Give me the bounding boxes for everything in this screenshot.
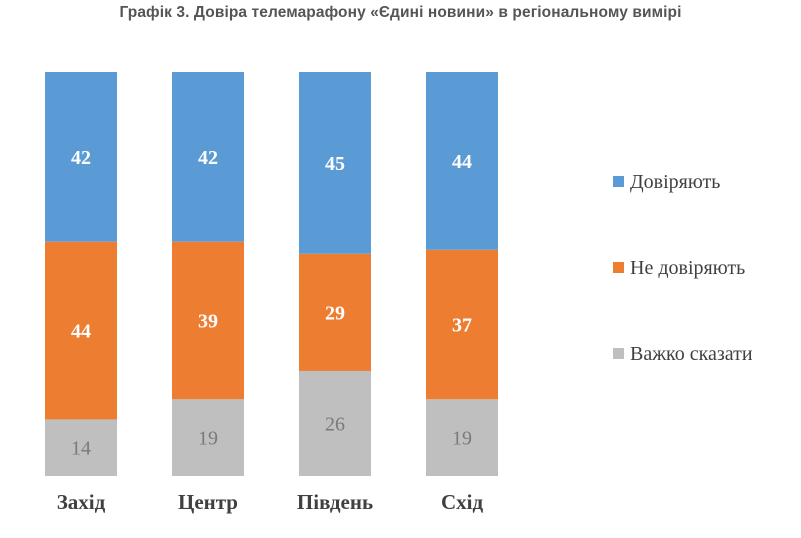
chart-title: Графік 3. Довіра телемарафону «Єдині нов… (119, 4, 682, 21)
category-label-1: Захід (57, 490, 106, 514)
data-label-важко-сказати-2: 19 (198, 428, 218, 450)
bar-group-1: 14 44 42 Захід (45, 72, 117, 514)
category-label-2: Центр (178, 490, 238, 514)
legend-swatch-1 (613, 176, 624, 187)
data-label-не-довіряють-4: 37 (452, 315, 472, 337)
data-label-важко-сказати-1: 14 (71, 438, 91, 460)
bar-segment-важко-сказати-3 (299, 370, 371, 476)
category-label-4: Схід (441, 490, 484, 514)
bar-segment-довіряють-3 (299, 72, 371, 254)
category-label-3: Південь (297, 490, 373, 514)
bar-segment-не-довіряють-2 (172, 241, 244, 400)
bar-segment-довіряють-2 (172, 72, 244, 242)
data-label-довіряють-3: 45 (325, 153, 345, 175)
bar-segment-не-довіряють-3 (299, 253, 371, 371)
legend-label-3: Важко сказати (630, 343, 753, 365)
legend-label-2: Не довіряють (630, 257, 745, 279)
data-label-не-довіряють-3: 29 (325, 302, 345, 324)
bar-segment-важко-сказати-4 (426, 399, 498, 476)
bar-segment-не-довіряють-4 (426, 249, 498, 400)
data-label-не-довіряють-1: 44 (71, 321, 91, 343)
bar-segment-не-довіряють-1 (45, 241, 117, 420)
data-label-важко-сказати-3: 26 (325, 413, 345, 435)
data-label-довіряють-4: 44 (452, 151, 472, 173)
data-label-важко-сказати-4: 19 (452, 428, 472, 450)
bar-segment-довіряють-1 (45, 72, 117, 242)
bar-group-2: 19 39 42 Центр (172, 72, 244, 514)
bar-segment-важко-сказати-2 (172, 399, 244, 476)
legend-swatch-2 (613, 262, 624, 273)
bar-segment-довіряють-4 (426, 72, 498, 250)
legend: Довіряють Не довіряють Важко сказати (613, 171, 753, 365)
legend-label-1: Довіряють (630, 171, 720, 193)
data-label-довіряють-2: 42 (198, 147, 218, 169)
legend-swatch-3 (613, 348, 624, 359)
bar-group-3: 26 29 45 Південь (297, 72, 373, 514)
data-label-не-довіряють-2: 39 (198, 310, 218, 332)
data-label-довіряють-1: 42 (71, 147, 91, 169)
bar-group-4: 19 37 44 Схід (426, 72, 498, 514)
bar-segment-важко-сказати-1 (45, 419, 117, 476)
